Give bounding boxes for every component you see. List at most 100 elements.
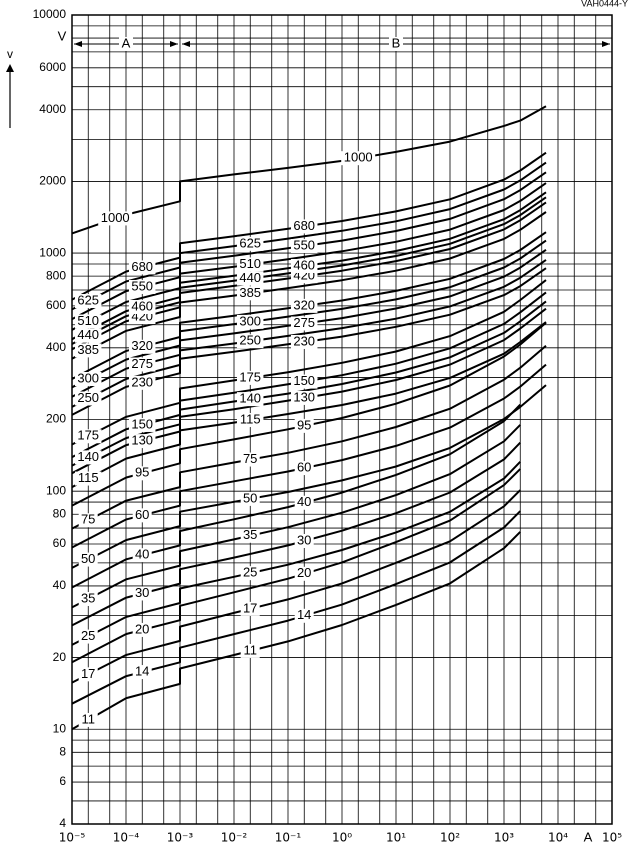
- curve-label: 175: [77, 428, 99, 443]
- curve-label-bg: [128, 434, 156, 449]
- curve-label-bg: [128, 260, 156, 275]
- curve: [71, 424, 522, 609]
- curve-label-bg: [98, 211, 133, 226]
- curve-label: 550: [293, 237, 315, 252]
- curve: [71, 279, 547, 446]
- x-tick-label: 10⁰: [332, 831, 352, 845]
- curve: [71, 211, 547, 360]
- curve-label: 625: [239, 235, 261, 250]
- curve-label-bg: [290, 239, 318, 254]
- curve-label: 140: [77, 449, 99, 464]
- curve-label-bg: [240, 643, 260, 658]
- curve: [71, 105, 547, 235]
- curve-label: 17: [81, 666, 95, 681]
- curve-label: 40: [135, 547, 149, 562]
- region-label-bg: [389, 37, 403, 51]
- curve-label: 150: [293, 373, 315, 388]
- curve-label-bg: [74, 391, 102, 406]
- curve-label: 300: [239, 313, 261, 328]
- curve-label: 20: [135, 621, 149, 636]
- curve: [71, 321, 547, 507]
- curve-label-bg: [132, 586, 152, 601]
- curve-label: 300: [77, 370, 99, 385]
- curve-label-bg: [294, 461, 314, 476]
- region-label-bg: [119, 37, 133, 51]
- curve-label: 230: [131, 374, 153, 389]
- y-tick-label: 4: [59, 816, 66, 830]
- curve: [71, 161, 547, 311]
- curve-label-bg: [240, 491, 260, 506]
- curve-label: 230: [293, 333, 315, 348]
- curve-label-bg: [294, 533, 314, 548]
- y-axis-arrowhead: [6, 64, 14, 72]
- curve: [71, 384, 547, 569]
- curve-label-bg: [74, 314, 102, 329]
- curve-label-bg: [74, 328, 102, 343]
- curve-label: 14: [135, 664, 149, 679]
- curve: [71, 182, 547, 331]
- curve-label-bg: [236, 286, 264, 301]
- curve-label: 20: [297, 565, 311, 580]
- curve-label-bg: [294, 418, 314, 433]
- curve-label: 510: [239, 256, 261, 271]
- curve-label-bg: [74, 372, 102, 387]
- y-tick-label: 600: [46, 298, 66, 312]
- y-tick-label: 1000: [39, 245, 66, 259]
- curve-label: 550: [131, 278, 153, 293]
- curve-label-bg: [290, 259, 318, 274]
- curve-label: 25: [81, 628, 95, 643]
- curve-label: 250: [239, 333, 261, 348]
- curve: [71, 489, 522, 684]
- x-tick-label: 10⁻²: [221, 831, 248, 845]
- curve-label: 35: [81, 590, 95, 605]
- curve-label: 250: [77, 390, 99, 405]
- curve-label-bg: [128, 417, 156, 432]
- curve-label-bg: [74, 429, 102, 444]
- curve-label: 40: [297, 494, 311, 509]
- curve-label-bg: [290, 390, 318, 405]
- x-unit: A: [584, 829, 593, 844]
- y-tick-label: 4000: [39, 102, 66, 116]
- y-tick-label: 2000: [39, 174, 66, 188]
- plot-frame: [71, 14, 613, 825]
- curve-label-bg: [132, 622, 152, 637]
- curve-label-bg: [240, 452, 260, 467]
- curve: [71, 363, 547, 549]
- curve-label-bg: [74, 294, 102, 309]
- curve-label-bg: [240, 566, 260, 581]
- curve-label-bg: [341, 151, 376, 166]
- curve-label: 14: [297, 607, 311, 622]
- curve-label-bg: [128, 299, 156, 314]
- chart-code: VAH0444-Y: [581, 0, 628, 8]
- curve-label-bg: [290, 334, 318, 349]
- curve-label: 460: [131, 298, 153, 313]
- curve-label: 1000: [344, 150, 373, 165]
- curve-label: 60: [297, 460, 311, 475]
- curve-label-bg: [132, 665, 152, 680]
- curve-label: 680: [131, 259, 153, 274]
- curve: [71, 510, 522, 705]
- x-tick-label: 10¹: [386, 831, 406, 845]
- curve: [71, 468, 522, 664]
- curve-label-bg: [128, 339, 156, 354]
- x-tick-label: 10⁴: [548, 831, 568, 845]
- curve-label: 60: [135, 507, 149, 522]
- curve-label-bg: [78, 552, 98, 567]
- curve-label: 115: [240, 411, 261, 426]
- curve-label-bg: [78, 513, 98, 528]
- curve-label-bg: [294, 566, 314, 581]
- curve: [71, 321, 547, 488]
- x-tick-label: 10²: [440, 831, 460, 845]
- curve-label-bg: [236, 236, 264, 251]
- curve-label-bg: [74, 450, 102, 465]
- y-tick-label: 60: [53, 536, 67, 550]
- curve: [71, 345, 547, 530]
- y-tick-label: 6: [59, 774, 66, 788]
- curve-label: 75: [81, 512, 95, 527]
- curve-label: 115: [78, 470, 99, 485]
- x-tick-label: 10⁻¹: [275, 831, 302, 845]
- curve-label-bg: [128, 375, 156, 390]
- curve-label: 95: [297, 417, 311, 432]
- curve-label-bg: [294, 608, 314, 623]
